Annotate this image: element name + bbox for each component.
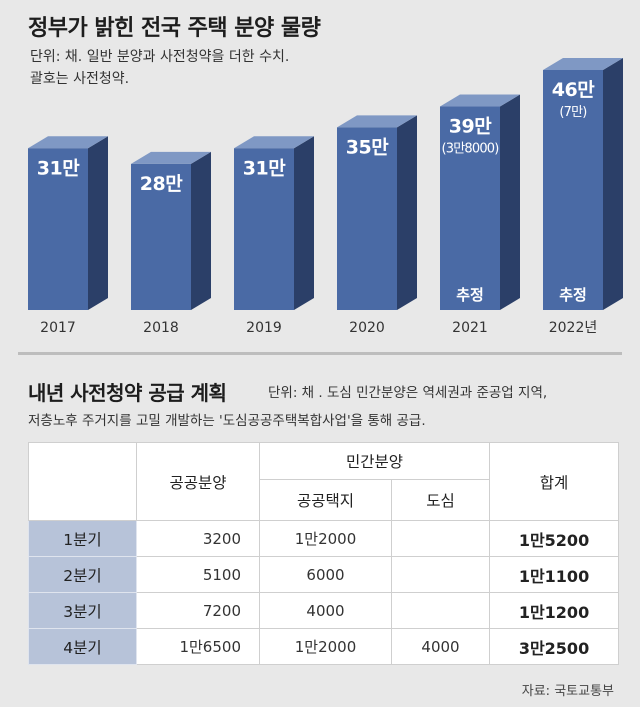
unit-note: 단위: 채. 일반 분양과 사전청약을 더한 수치.	[30, 49, 290, 65]
cell-public: 5100	[136, 556, 260, 593]
cell-urban	[390, 520, 491, 557]
chart-title: 정부가 밝힌 전국 주택 분양 물량	[28, 16, 321, 41]
header-total: 합계	[489, 442, 620, 521]
table-row: 1분기 3200 1만2000 1만5200	[28, 520, 620, 557]
x-tick-label: 2017	[40, 320, 76, 336]
bar	[543, 70, 603, 310]
table-corner	[28, 442, 137, 521]
cell-total: 1만1200	[489, 592, 620, 629]
cell-total: 1만1100	[489, 556, 620, 593]
cell-public-land: 1만2000	[259, 628, 392, 665]
bar	[440, 106, 500, 311]
cell-public-land: 1만2000	[259, 520, 392, 557]
row-label: 1분기	[28, 520, 137, 557]
bar	[337, 127, 397, 311]
plan-unit-note: 단위: 채 . 도심 민간분양은 역세권과 준공업 지역,	[268, 385, 548, 401]
bar-value-label: 39만	[449, 116, 492, 138]
table-row: 2분기 5100 6000 1만1100	[28, 556, 620, 593]
bar-top	[543, 58, 623, 70]
plan-unit-note-2: 저층노후 주거지를 고밀 개발하는 '도심공공주택복합사업'을 통해 공급.	[28, 413, 426, 429]
row-label: 2분기	[28, 556, 137, 593]
x-tick-label: 2020	[349, 320, 385, 336]
header-urban: 도심	[390, 479, 491, 521]
table-row: 3분기 7200 4000 1만1200	[28, 592, 620, 629]
preorder-label: (7만)	[559, 105, 586, 120]
preorder-label: (3만8000)	[441, 142, 498, 157]
plan-table-wrap: 공공분양 민간분양 합계 공공택지 도심 1분기 3200 1만2000 1만5200…	[28, 442, 620, 665]
cell-public: 1만6500	[136, 628, 260, 665]
bar-top	[28, 136, 108, 149]
bar-side	[500, 94, 520, 311]
cell-total: 3만2500	[489, 628, 620, 665]
cell-public: 7200	[136, 592, 260, 629]
cell-urban	[390, 556, 491, 593]
bar-top	[234, 136, 314, 149]
cell-public-land: 4000	[259, 592, 392, 629]
estimate-label: 추정	[559, 286, 587, 304]
source-note: 자료: 국토교통부	[521, 684, 614, 699]
cell-total: 1만5200	[489, 520, 620, 557]
x-tick-label: 2018	[143, 320, 179, 336]
bar-value-label: 46만	[552, 79, 595, 101]
bar-side	[603, 58, 623, 310]
row-label: 3분기	[28, 592, 137, 629]
cell-public: 3200	[136, 520, 260, 557]
x-tick-label: 2021	[452, 320, 488, 336]
bar	[131, 163, 191, 310]
bar-side	[88, 136, 108, 310]
bar	[234, 148, 294, 310]
bar-top	[337, 115, 417, 128]
bar-value-label: 31만	[243, 157, 286, 179]
table-row: 4분기 1만6500 1만2000 4000 3만2500	[28, 628, 620, 665]
x-tick-label: 2019	[246, 320, 282, 336]
header-public-land: 공공택지	[259, 479, 392, 521]
estimate-label: 추정	[456, 286, 484, 304]
bar-side	[397, 115, 417, 311]
bar-side	[294, 136, 314, 310]
bar-value-label: 35만	[346, 136, 389, 158]
section-divider	[18, 352, 622, 355]
bar-top	[131, 151, 211, 164]
bar-chart: 31만 2017 28만 2018 31만 2019 35만 2020 39만 (3만8000) 추…	[28, 58, 623, 336]
bar-side	[191, 151, 211, 310]
header-private: 민간분양	[258, 442, 491, 480]
cell-public-land: 6000	[259, 556, 392, 593]
cell-urban	[390, 592, 491, 629]
bar-top	[440, 94, 520, 107]
cell-urban: 4000	[390, 628, 491, 665]
preorder-note: 괄호는 사전청약.	[30, 71, 130, 87]
bar	[28, 148, 88, 310]
bar-value-label: 28만	[140, 173, 183, 195]
x-tick-label: 2022년	[549, 320, 598, 336]
plan-table: 공공분양 민간분양 합계 공공택지 도심 1분기 3200 1만2000 1만5200…	[28, 442, 620, 665]
bar-value-label: 31만	[37, 157, 80, 179]
plan-title: 내년 사전청약 공급 계획	[28, 381, 227, 405]
row-label: 4분기	[28, 628, 137, 665]
header-public: 공공분양	[136, 442, 260, 521]
